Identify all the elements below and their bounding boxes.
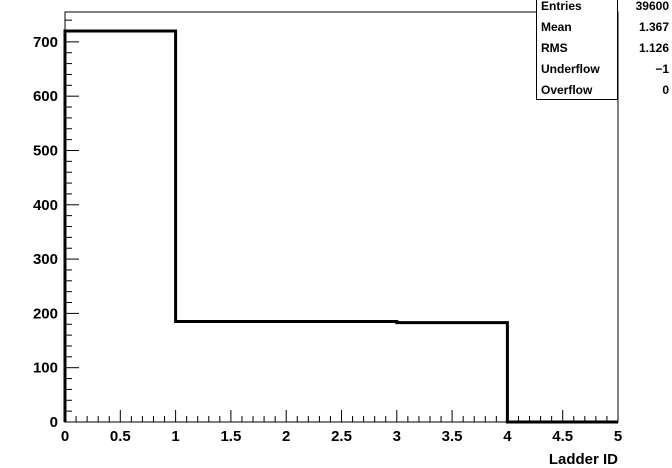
stat-value: 1.126 (638, 41, 669, 55)
x-tick-label: 3 (393, 428, 401, 445)
y-tick-label: 600 (33, 88, 58, 105)
y-tick-label: 0 (50, 414, 58, 431)
x-tick-label: 2.5 (331, 428, 352, 445)
stat-name: Underflow (541, 62, 600, 76)
y-tick-label: 500 (33, 142, 58, 159)
stat-row: Mean 1.367 (537, 16, 669, 37)
y-tick-label: 100 (33, 360, 58, 377)
stat-row: Overflow 0 (537, 79, 669, 100)
y-tick-labels: 0 100 200 300 400 500 600 700 (33, 34, 58, 431)
y-tick-label: 700 (33, 34, 58, 51)
plot-frame (64, 11, 619, 423)
stats-box: Entries 39600 Mean 1.367 RMS 1.126 Underflow −1… (536, 0, 669, 100)
histogram-outline (63, 29, 618, 424)
x-tick-label: 0 (61, 428, 69, 445)
x-tick-label: 3.5 (442, 428, 463, 445)
stat-value: −1 (655, 62, 669, 76)
stat-name: Entries (541, 0, 582, 13)
stat-row: Entries 39600 (537, 0, 669, 16)
y-tick-label: 400 (33, 197, 58, 214)
x-axis-title: Ladder ID (549, 451, 618, 468)
stat-name: Overflow (541, 83, 593, 97)
stat-name: RMS (541, 41, 568, 55)
x-tick-label: 1 (171, 428, 179, 445)
minor-ticks (65, 19, 608, 422)
y-tick-label: 200 (33, 305, 58, 322)
x-tick-label: 2 (282, 428, 290, 445)
stat-value: 39600 (635, 0, 669, 13)
x-tick-label: 1.5 (220, 428, 241, 445)
stat-row: Underflow −1 (537, 58, 669, 79)
x-tick-label: 4.5 (552, 428, 573, 445)
x-tick-label: 5 (614, 428, 622, 445)
stat-value: 1.367 (638, 20, 669, 34)
x-tick-labels: 0 0.5 1 1.5 2 2.5 3 3.5 4 4.5 5 (61, 428, 622, 445)
stat-value: 0 (662, 83, 669, 97)
x-tick-label: 4 (503, 428, 512, 445)
x-tick-label: 0.5 (110, 428, 131, 445)
stat-row: RMS 1.126 (537, 37, 669, 58)
y-tick-label: 300 (33, 251, 58, 268)
stat-name: Mean (541, 20, 572, 34)
